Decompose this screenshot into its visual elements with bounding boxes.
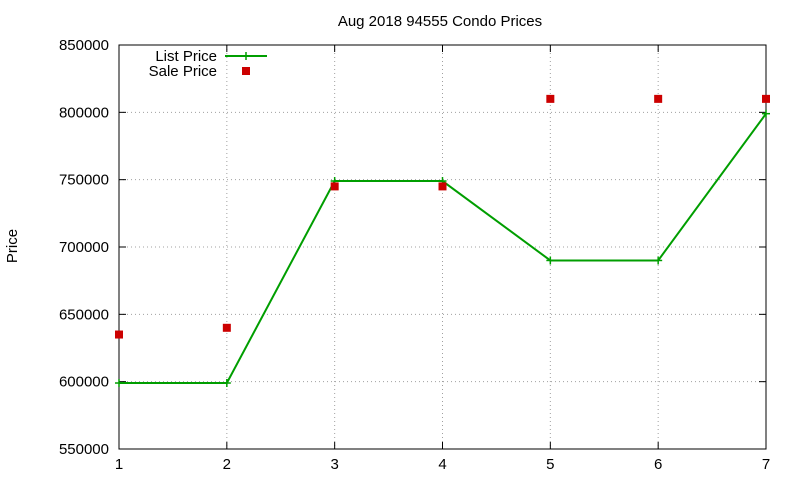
sale-price-point: [438, 182, 447, 191]
sale-price-series: [115, 94, 770, 339]
chart-title: Aug 2018 94555 Condo Prices: [338, 13, 542, 30]
legend-item-list-price: List Price: [155, 48, 267, 65]
y-axis-label: Price: [4, 229, 21, 263]
legend-label: List Price: [155, 48, 217, 65]
x-tick-label: 2: [223, 456, 231, 473]
y-axis-ticks: 550000 600000 650000 700000 750000 800000 8500…: [59, 37, 766, 458]
sale-price-point: [546, 94, 555, 103]
x-tick-label: 3: [330, 456, 338, 473]
legend-label: Sale Price: [149, 63, 217, 80]
list-price-point: [546, 256, 555, 265]
legend-square-marker: [242, 67, 250, 75]
list-price-point: [115, 379, 123, 388]
list-price-series: [115, 109, 770, 388]
sale-price-point: [115, 330, 123, 339]
x-tick-label: 5: [546, 456, 554, 473]
y-tick-label: 550000: [59, 441, 109, 458]
list-price-point: [762, 109, 770, 118]
sale-price-point: [762, 94, 770, 103]
y-tick-label: 600000: [59, 374, 109, 391]
legend-item-sale-price: Sale Price: [149, 63, 250, 80]
series-layer: [115, 94, 770, 388]
x-tick-label: 6: [654, 456, 662, 473]
y-tick-label: 700000: [59, 239, 109, 256]
y-tick-label: 850000: [59, 37, 109, 54]
sale-price-point: [654, 94, 663, 103]
legend-plus-marker: [242, 52, 250, 60]
x-tick-label: 4: [438, 456, 446, 473]
sale-price-point: [330, 182, 339, 191]
y-tick-label: 650000: [59, 306, 109, 323]
x-axis-ticks: 1 2 3 4 5 6 7: [115, 45, 770, 473]
sale-price-point: [222, 323, 231, 332]
list-price-point: [654, 256, 663, 265]
list-price-point: [222, 379, 231, 388]
x-tick-label: 7: [762, 456, 770, 473]
y-tick-label: 750000: [59, 172, 109, 189]
y-tick-label: 800000: [59, 104, 109, 121]
x-tick-label: 1: [115, 456, 123, 473]
